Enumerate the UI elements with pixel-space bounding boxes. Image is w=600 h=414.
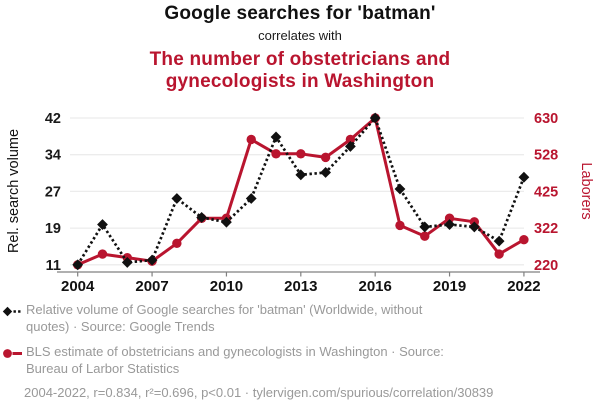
right-axis-title: Laborers: [578, 162, 594, 220]
svg-text:2007: 2007: [135, 278, 168, 295]
primary-title: Google searches for 'batman': [164, 3, 436, 24]
svg-text:2010: 2010: [210, 278, 243, 295]
svg-text:11: 11: [46, 258, 61, 274]
diamond-dotted-line-icon: [2, 306, 22, 317]
svg-text:2016: 2016: [358, 278, 391, 295]
series-diamond: [72, 112, 530, 271]
svg-text:2019: 2019: [433, 278, 466, 295]
svg-text:220: 220: [534, 258, 558, 274]
secondary-title-line2: gynecologists in Washington: [165, 71, 435, 92]
legend-text-line: BLS estimate of obstetricians and gyneco…: [26, 344, 444, 359]
svg-text:528: 528: [534, 148, 558, 164]
svg-text:2022: 2022: [507, 278, 540, 295]
grid-and-ticks: 42 630 34 528 27 425 19 322 11 220: [45, 111, 558, 274]
secondary-title: The number of obstetricians and gynecolo…: [0, 49, 600, 93]
secondary-title-line1: The number of obstetricians and: [149, 49, 451, 70]
svg-text:425: 425: [534, 184, 558, 200]
svg-text:630: 630: [534, 111, 558, 127]
x-axis: 2004 2007 2010 2013 2016 2019 2022: [57, 271, 541, 295]
legend-text-line: Bureau of Larbor Statistics: [26, 360, 180, 376]
stats-footer: 2004-2022, r=0.834, r²=0.696, p<0.01 · t…: [24, 385, 494, 400]
correlates-with-text: correlates with: [258, 28, 342, 43]
legend-item-obgyn-laborers: BLS estimate of obstetricians and gyneco…: [2, 344, 444, 377]
svg-text:2004: 2004: [61, 278, 95, 295]
circle-solid-line-icon: [3, 349, 22, 358]
legend-text: Relative volume of Google searches for '…: [26, 302, 422, 335]
svg-text:42: 42: [45, 111, 61, 127]
svg-text:2013: 2013: [284, 278, 317, 295]
chart-canvas: 42 630 34 528 27 425 19 322 11 220 2004 2007 2010 201…: [45, 111, 558, 295]
left-axis-title: Rel. search volume: [6, 128, 22, 254]
svg-text:34: 34: [45, 148, 61, 164]
legend-text-line: Relative volume of Google searches for '…: [26, 302, 423, 317]
legend-text: BLS estimate of obstetricians and gyneco…: [26, 344, 444, 377]
svg-text:19: 19: [45, 221, 61, 237]
svg-text:27: 27: [45, 184, 61, 200]
legend-text-line: quotes) · Source: Google Trends: [26, 318, 215, 334]
legend-item-batman-searches: Relative volume of Google searches for '…: [2, 302, 422, 335]
svg-text:322: 322: [534, 221, 558, 237]
